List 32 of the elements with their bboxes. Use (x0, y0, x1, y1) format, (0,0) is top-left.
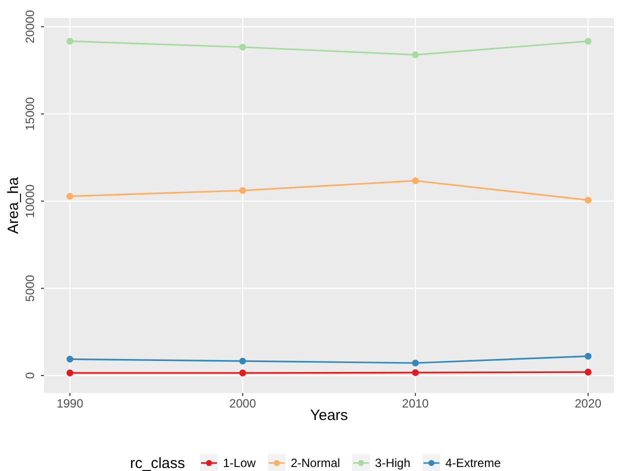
point (412, 360, 419, 366)
y-tick-label: 20000 (23, 10, 37, 44)
point (412, 177, 419, 184)
y-tick-label: 0 (23, 372, 37, 379)
x-tick-label: 2020 (574, 396, 602, 411)
point (239, 187, 246, 194)
y-tick-label: 15000 (23, 96, 37, 131)
point (239, 370, 246, 376)
legend-label: 2-Normal (290, 456, 340, 470)
point (412, 369, 419, 376)
legend-label: 1-Low (223, 456, 256, 470)
y-tick-label: 5000 (23, 274, 37, 302)
point (239, 358, 246, 364)
point (412, 51, 419, 58)
point (239, 44, 246, 51)
point (584, 196, 592, 204)
point (66, 192, 74, 200)
point (66, 356, 74, 363)
legend-label: 3-High (375, 456, 410, 470)
x-tick-label: 1990 (56, 396, 84, 411)
x-tick-label: 2000 (229, 396, 256, 411)
x-tick-label: 2010 (402, 396, 430, 411)
y-axis-title: Area_ha (5, 176, 22, 234)
point (584, 368, 592, 376)
point (66, 38, 74, 45)
legend-title: rc_class (130, 455, 186, 471)
point (584, 352, 592, 360)
y-tick-label: 10000 (23, 184, 37, 218)
legend-label: 4-Extreme (445, 456, 502, 470)
point (66, 370, 74, 376)
point (584, 38, 592, 45)
x-axis-title: Years (310, 407, 348, 424)
